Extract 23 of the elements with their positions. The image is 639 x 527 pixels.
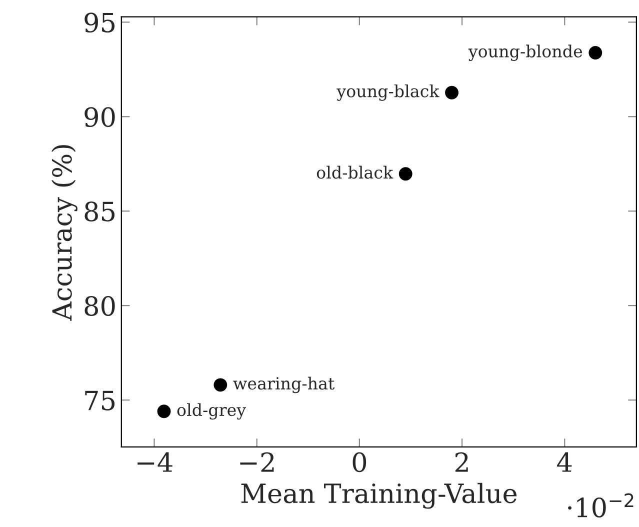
x-tick-label: 4 [557,452,572,472]
y-tick-label: 90 [84,107,115,128]
y-tick-label: 75 [85,390,115,410]
point [398,167,412,181]
x-tick-label: −4 [138,452,172,472]
x-tick-label: 0 [352,452,366,472]
point [214,378,228,392]
annotation: young-black [336,84,440,101]
annotation: old-black [316,166,394,179]
y-tick-label: 85 [84,202,115,222]
text: ·10$^{−2}$ [568,493,634,518]
annotation: wearing-hat [233,376,335,394]
annotation: young-blonde [468,44,582,61]
point [588,46,602,60]
x-axis-title: Mean Training-Value [241,482,517,509]
point [445,86,458,100]
point [157,404,171,418]
y-axis-title: Accuracy (%) [52,145,78,321]
y-tick-label: 80 [84,296,115,316]
x-tick-label: 2 [455,452,468,472]
x-tick-label: −2 [240,452,274,472]
annotation: old-grey [177,403,246,420]
y-tick-label: 95 [84,12,115,33]
